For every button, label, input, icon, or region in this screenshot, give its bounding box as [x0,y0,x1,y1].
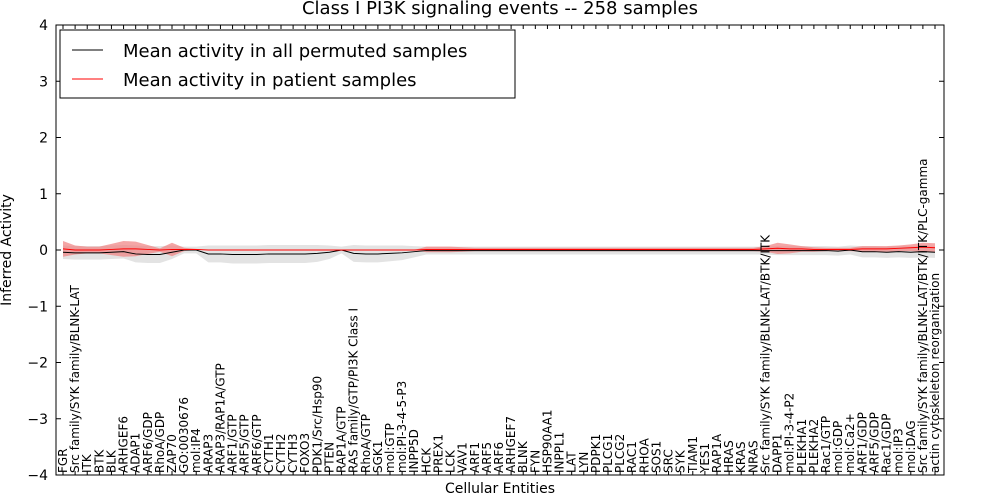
x-tick-label: LCK [444,449,458,473]
y-tick-label: −3 [27,412,48,428]
x-tick-label: ZAP70 [165,434,179,473]
x-tick-label: mol:GTP [383,423,397,473]
x-tick-label: CYTH3 [286,434,300,474]
x-tick-label: mol:Ca2+ [843,413,857,473]
x-tick-label: SRC [662,449,676,473]
band-patient [63,241,935,257]
x-tick-label: BTK [92,448,106,473]
y-tick-label: 1 [39,187,48,203]
x-tick-label: CYTH2 [274,434,288,474]
x-tick-label: FGR [56,448,70,473]
x-tick-label: NRAS [746,440,760,473]
series-line-permuted [62,249,936,255]
y-axis-label: Inferred Activity [0,194,15,306]
x-tick-label: HSP90AA1 [540,409,554,473]
x-tick-label: ARF6/GDP [141,412,155,473]
x-tick-label: ARAP3/RAP1A/GTP [213,363,227,473]
x-tick-label: CYTH1 [262,434,276,474]
x-tick-label: INPP5D [407,429,421,473]
x-tick-label: RhoA/GTP [359,414,373,473]
x-tick-label: ARHGEF6 [117,416,131,473]
x-tick-label: mol:GDP [831,421,845,473]
x-tick-label: mol:IP3 [892,428,906,473]
y-tick-label: 3 [39,74,48,90]
x-tick-label: ARF6/GTP [250,414,264,473]
x-tick-label: mol:IP4 [189,428,203,473]
x-tick-label: RhoA/GDP [153,412,167,473]
x-tick-label: mol:PI-3-4-5-P3 [395,381,409,473]
x-tick-label: ADAP1 [129,433,143,473]
x-tick-label: ARHGEF7 [504,416,518,473]
x-tick-label: ARF1/GDP [855,412,869,473]
legend-label-permuted: Mean activity in all permuted samples [123,41,467,62]
x-tick-label: HRAS [722,440,736,473]
x-tick-label: Src family/SYK family/BLNK-LAT/BTK/ITK [758,234,772,473]
x-tick-label: INPPL1 [553,432,567,473]
y-tick-label: −4 [27,468,48,484]
x-tick-label: ARF5/GTP [238,414,252,473]
x-tick-label: ITK [80,453,94,473]
x-tick-label: PDK1/Src/Hsp90 [310,376,324,473]
x-tick-label: mol:PI-3-4-P2 [783,393,797,473]
x-tick-label: PDPK1 [589,434,603,473]
y-tick-label: −1 [27,299,48,315]
x-tick-label: BLK [104,449,118,473]
y-tick-label: −2 [27,356,48,372]
x-tick-label: PTEN [322,442,336,473]
y-tick-label: 4 [39,18,48,34]
x-tick-label: PLCG2 [613,434,627,473]
y-axis: −4 −3 −2 −1 0 1 2 3 4 [27,18,944,484]
x-tick-label: PREX1 [431,434,445,473]
series-line-patient [62,246,936,251]
x-tick-label: mol:DAG [904,420,918,473]
x-tick-label: DAPP1 [771,434,785,473]
series-lines [62,246,936,255]
x-tick-label: ARF1 [468,442,482,473]
x-tick-label: LAT [565,451,579,473]
x-tick-label: Rac1/GDP [880,414,894,473]
x-tick-label: YES1 [698,443,712,474]
x-tick-label: ARAP3 [201,434,215,473]
x-tick-label: ARF6 [492,442,506,473]
x-tick-label: FOXO3 [298,433,312,473]
legend-label-patient: Mean activity in patient samples [123,70,417,91]
x-tick-label: FYN [528,450,542,473]
x-tick-label: GO:0030676 [177,397,191,473]
legend-box [59,29,516,99]
x-tick-label: Rac1/GTP [819,416,833,473]
x-tick-label: TIAM1 [686,436,700,474]
x-tick-label: BLNK [516,440,530,473]
x-axis-label: Cellular Entities [445,481,555,497]
legend: Mean activity in all permuted samples Me… [59,29,516,99]
y-tick-label: 2 [39,131,48,147]
x-tick-label: SGK1 [371,441,385,473]
x-tick-label: RAP1A [710,433,724,473]
x-tick-label: SYK [674,449,688,473]
x-tick-label: PLCG1 [601,434,615,473]
x-tick-label: Src family/SYK family/BLNK-LAT/BTK/ITK/P… [916,158,930,473]
x-tick-label: SOS1 [649,441,663,473]
x-tick-label: ARF5/GDP [867,412,881,473]
x-tick-label: ARF1/GTP [226,414,240,473]
x-tick-label: RAS family/GTP/PI3K Class I [347,308,361,473]
x-tick-label: RAC1 [625,441,639,473]
chart-title: Class I PI3K signaling events -- 258 sam… [302,0,698,19]
x-tick-label: RHOA [637,437,651,473]
x-tick-label: Src family/SYK family/BLNK-LAT [68,284,82,473]
x-tick-label: PLEKHA1 [795,419,809,473]
x-tick-label: VAV1 [456,442,470,473]
x-tick-label: RAP1A/GTP [335,406,349,473]
confidence-bands [63,241,935,264]
y-tick-label: 0 [39,243,48,259]
x-tick-label: LYN [577,452,591,473]
x-tick-label: HCK [419,447,433,473]
x-tick-label: ARF5 [480,442,494,473]
x-tick-label: KRAS [734,441,748,473]
x-tick-label: PLEKHA2 [807,419,821,473]
x-tick-label: actin cytoskeleton reorganization [928,273,942,473]
